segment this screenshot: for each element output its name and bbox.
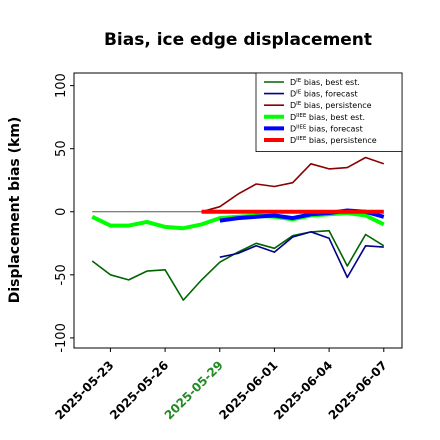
legend-entry: DIE bias, forecast xyxy=(290,90,358,99)
series-line-1 xyxy=(91,229,385,301)
y-tick-label: 0 xyxy=(54,208,69,216)
y-tick-label: -50 xyxy=(54,264,69,285)
y-axis-label: Displacement bias (km) xyxy=(7,117,23,304)
chart-title: Bias, ice edge displacement xyxy=(104,30,372,50)
legend-entry: DIIEE bias, persistence xyxy=(290,136,377,145)
legend-entry: DIE bias, persistence xyxy=(290,101,372,110)
x-tick-label: 2025-06-07 xyxy=(326,358,390,422)
legend-entry: DIIEE bias, best est. xyxy=(290,113,365,122)
series-line-3 xyxy=(201,156,385,213)
legend-entry: DIIEE bias, forecast xyxy=(290,124,363,133)
legend-entry: DIE bias, best est. xyxy=(290,78,360,87)
series-line-4 xyxy=(91,211,385,231)
series-line-2 xyxy=(219,231,384,279)
y-tick-label: -100 xyxy=(54,323,69,353)
plot-frame xyxy=(73,72,403,349)
y-tick-label: 100 xyxy=(54,73,69,98)
legend: DIE bias, best est. DIE bias, forecast DIE… xyxy=(255,72,403,152)
y-tick-label: 50 xyxy=(54,140,69,157)
